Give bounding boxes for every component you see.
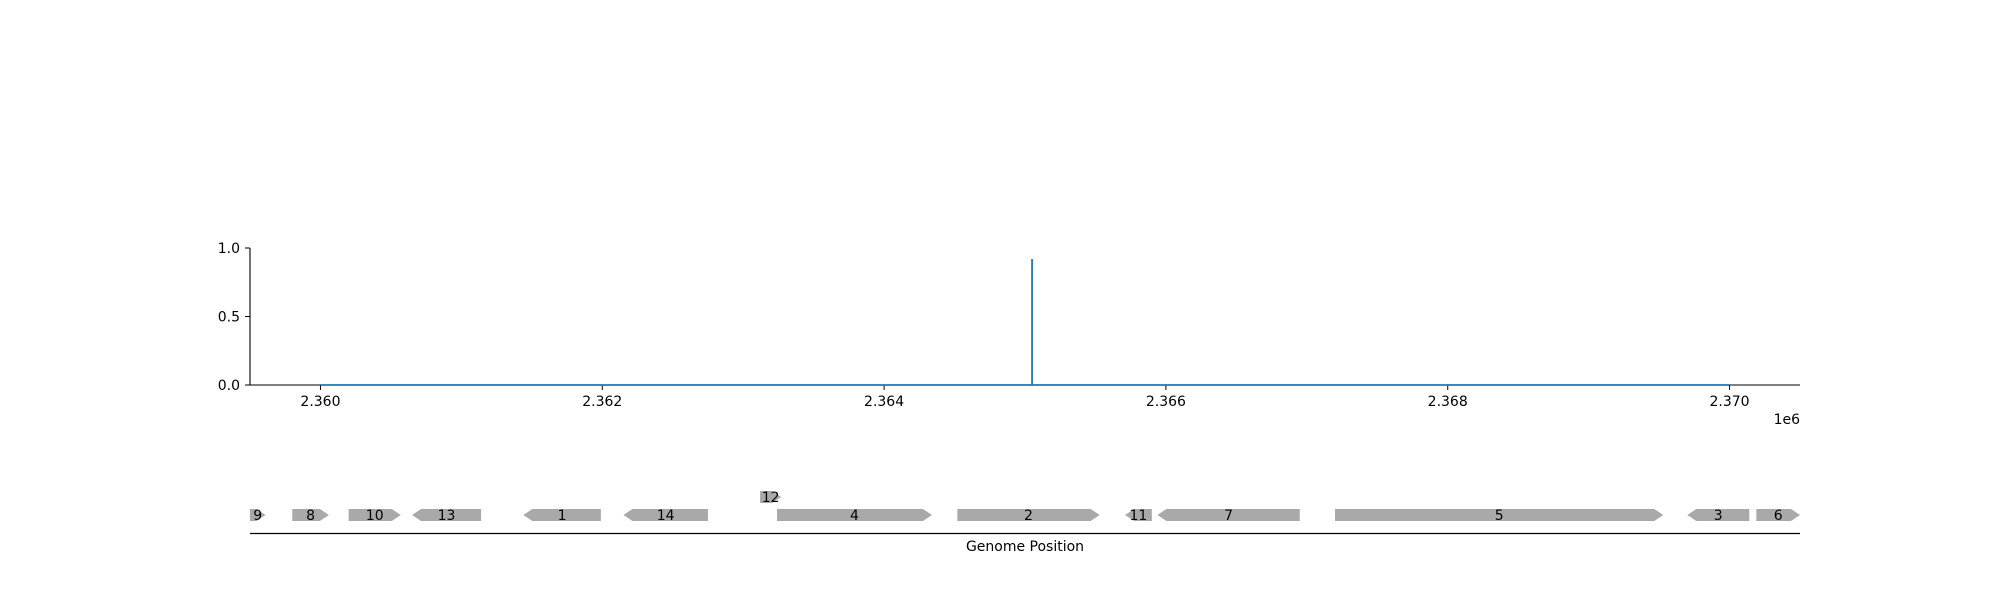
gene-feature-label: 2 bbox=[1024, 508, 1033, 524]
gene-feature-arrow bbox=[292, 509, 329, 521]
coverage-plot: 0.00.51.02.360 2.362 2.364 2.366 2.368 2.370 … bbox=[218, 241, 1800, 428]
x-tick-label: 2.360 bbox=[300, 394, 340, 410]
gene-feature-label: 13 bbox=[438, 508, 456, 524]
gene-feature-arrow bbox=[348, 509, 401, 521]
gene-feature-label: 3 bbox=[1714, 508, 1723, 524]
gene-feature-arrow bbox=[412, 509, 482, 521]
gene-feature-arrow bbox=[1756, 509, 1800, 521]
coverage-line bbox=[320, 258, 1730, 386]
x-tick-label: 2.362 bbox=[582, 394, 622, 410]
gene-feature-arrow bbox=[250, 509, 266, 521]
gene-feature-arrow bbox=[760, 491, 782, 503]
y-tick-label: 0.0 bbox=[218, 378, 240, 394]
gene-feature-arrow bbox=[623, 509, 708, 521]
y-tick-label: 0.5 bbox=[218, 310, 240, 326]
y-tick-label: 1.0 bbox=[218, 241, 240, 257]
gene-feature-label: 9 bbox=[253, 508, 262, 524]
gene-feature-label: 11 bbox=[1130, 508, 1148, 524]
gene-feature-label: 5 bbox=[1495, 508, 1504, 524]
gene-feature-arrow bbox=[523, 509, 601, 521]
x-tick-label: 2.368 bbox=[1428, 394, 1468, 410]
gene-features: 9 8 10 13 1 14 12 4 2 11 7 5 3 6 bbox=[250, 490, 1800, 524]
gene-feature-arrow bbox=[777, 509, 932, 521]
gene-feature-arrow bbox=[1157, 509, 1300, 521]
gene-feature-label: 6 bbox=[1774, 508, 1783, 524]
gene-feature-arrow bbox=[957, 509, 1100, 521]
gene-feature-arrow bbox=[1687, 509, 1750, 521]
gene-feature-label: 10 bbox=[366, 508, 384, 524]
gene-track-xlabel: Genome Position bbox=[966, 539, 1084, 555]
gene-feature-label: 8 bbox=[306, 508, 315, 524]
gene-feature-label: 1 bbox=[558, 508, 567, 524]
gene-feature-arrow bbox=[1335, 509, 1664, 521]
x-tick-label: 2.370 bbox=[1709, 394, 1749, 410]
gene-feature-label: 14 bbox=[657, 508, 675, 524]
gene-feature-label: 4 bbox=[850, 508, 859, 524]
x-tick-label: 2.364 bbox=[864, 394, 904, 410]
coverage-series bbox=[320, 258, 1730, 386]
gene-feature-arrow bbox=[1125, 509, 1152, 521]
gene-feature-label: 7 bbox=[1224, 508, 1233, 524]
gene-track: 9 8 10 13 1 14 12 4 2 11 7 5 3 6 Genome Position bbox=[250, 490, 1800, 555]
x-offset-label: 1e6 bbox=[1774, 412, 1801, 428]
x-tick-label: 2.366 bbox=[1146, 394, 1186, 410]
gene-feature-label: 12 bbox=[762, 490, 780, 506]
